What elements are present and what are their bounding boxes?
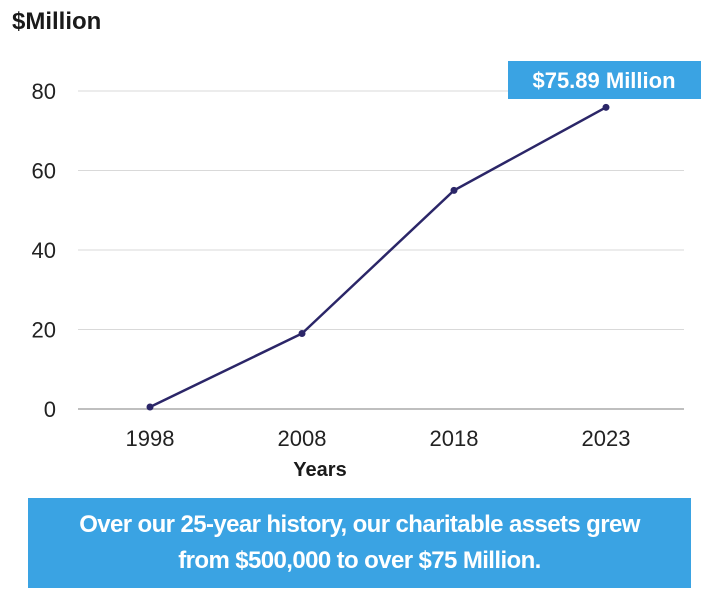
- x-axis-title: Years: [293, 459, 346, 481]
- data-point: [450, 186, 458, 194]
- y-tick-label: 80: [32, 79, 56, 104]
- series-line: [149, 106, 607, 409]
- x-tick-label: 1998: [126, 426, 175, 451]
- summary-text: Over our 25-year history, our charitable…: [79, 511, 640, 574]
- line-chart: 0 20 40 60 80 1998 2008 2018 2023 $75.89 Millio…: [32, 61, 701, 481]
- value-annotation: $75.89 Million: [508, 61, 701, 99]
- data-point: [602, 103, 610, 111]
- x-tick-label: 2023: [582, 426, 631, 451]
- y-tick-label: 40: [32, 238, 56, 263]
- data-points: [146, 103, 610, 411]
- y-tick-label: 0: [44, 397, 56, 422]
- x-tick-labels: 1998 2008 2018 2023: [126, 426, 631, 451]
- y-tick-label: 60: [32, 159, 56, 184]
- summary-callout: Over our 25-year history, our charitable…: [28, 498, 691, 588]
- data-point: [298, 329, 306, 337]
- x-tick-label: 2018: [430, 426, 479, 451]
- gridlines: [78, 90, 684, 410]
- annotation-background: [508, 61, 701, 99]
- y-tick-label: 20: [32, 318, 56, 343]
- x-tick-label: 2008: [278, 426, 327, 451]
- data-point: [146, 403, 154, 411]
- y-axis-title: $Million: [12, 8, 102, 35]
- annotation-label: $75.89 Million: [532, 68, 675, 93]
- y-tick-labels: 0 20 40 60 80: [32, 79, 56, 422]
